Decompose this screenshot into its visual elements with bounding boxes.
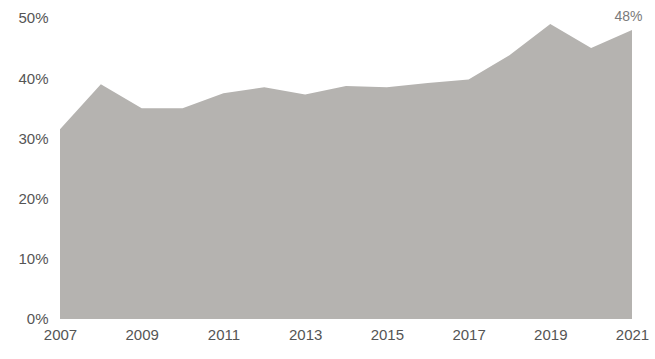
svg-text:40%: 40% — [18, 70, 48, 87]
svg-text:2019: 2019 — [534, 326, 567, 343]
svg-text:0%: 0% — [27, 310, 49, 327]
svg-text:48%: 48% — [614, 8, 642, 24]
svg-text:2013: 2013 — [289, 326, 322, 343]
svg-text:2009: 2009 — [126, 326, 159, 343]
svg-text:2021: 2021 — [616, 326, 649, 343]
svg-text:2017: 2017 — [452, 326, 485, 343]
svg-text:2011: 2011 — [208, 326, 240, 343]
svg-text:20%: 20% — [18, 190, 48, 207]
svg-text:2015: 2015 — [371, 326, 404, 343]
svg-text:2007: 2007 — [44, 326, 77, 343]
svg-text:50%: 50% — [18, 9, 48, 26]
svg-text:10%: 10% — [18, 250, 48, 267]
svg-text:30%: 30% — [18, 130, 48, 147]
